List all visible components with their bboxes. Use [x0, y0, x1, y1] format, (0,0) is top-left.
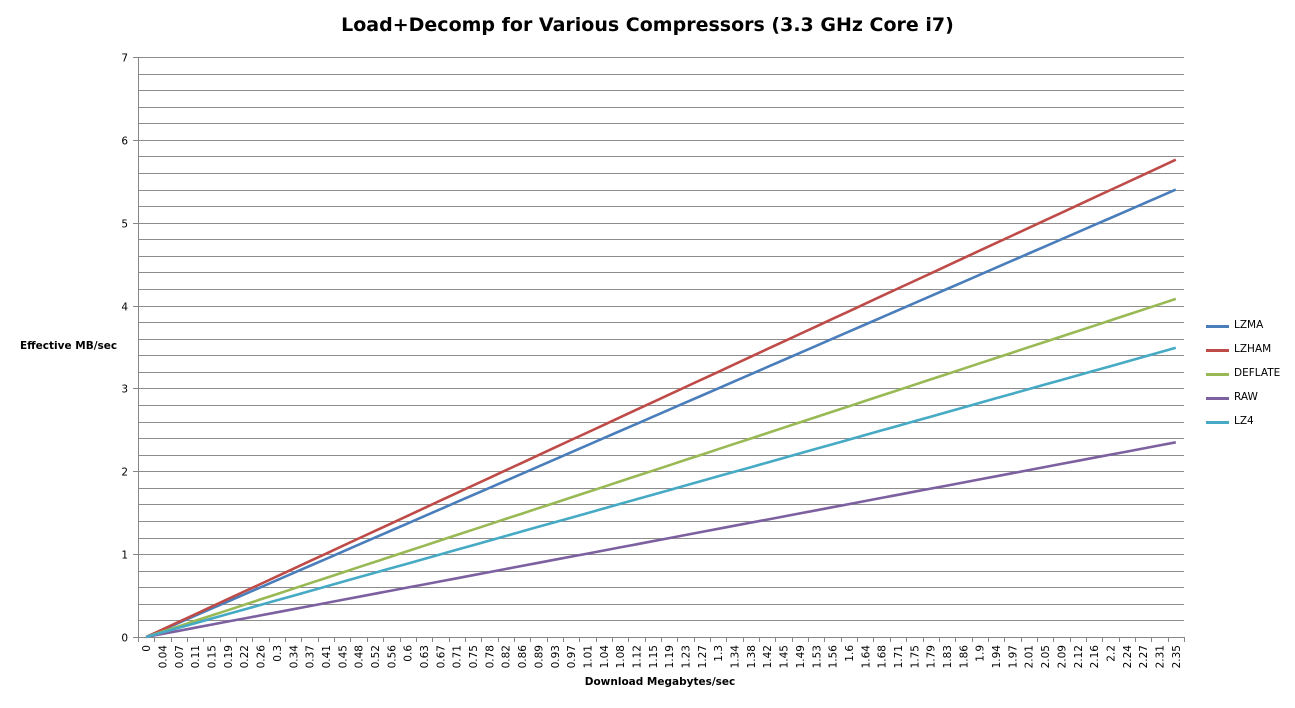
x-tick-label: 0.78	[484, 645, 496, 668]
x-tick-label: 1.45	[779, 645, 791, 668]
x-tick-label: 2.24	[1122, 645, 1134, 669]
x-tick-label: 1.08	[615, 645, 627, 668]
x-tick-label: 0.6	[403, 645, 415, 662]
x-tick-label: 0.22	[239, 645, 251, 668]
x-tick-label: 0.52	[370, 645, 382, 668]
x-tick-label: 0.07	[174, 645, 186, 668]
x-tick-label: 1.27	[697, 645, 709, 668]
legend-swatch	[1206, 325, 1229, 328]
legend-swatch	[1206, 373, 1229, 376]
x-tick-label: 0.75	[468, 645, 480, 668]
x-tick-label: 0.26	[256, 645, 268, 669]
x-tick-label: 0.93	[550, 645, 562, 668]
x-tick-label: 2.2	[1105, 645, 1117, 662]
legend-swatch	[1206, 397, 1229, 400]
legend-label: DEFLATE	[1234, 367, 1281, 379]
series-line-deflate	[145, 297, 1177, 639]
x-tick-label: 1.01	[582, 645, 594, 668]
x-tick-label: 2.27	[1138, 645, 1150, 668]
x-tick-label: 2.09	[1056, 645, 1068, 668]
x-tick-label: 2.35	[1171, 645, 1183, 668]
x-tick-label: 1.15	[648, 645, 660, 668]
x-tick-label: 2.12	[1073, 645, 1085, 668]
x-tick-label: 1.38	[746, 645, 758, 668]
legend-swatch	[1206, 421, 1229, 424]
x-tick-label: 0.41	[321, 645, 333, 668]
y-tick-label: 0	[121, 633, 128, 645]
x-tick-label: 1.97	[1007, 645, 1019, 668]
x-tick-label: 0.67	[435, 645, 447, 668]
x-tick-label: 0.3	[272, 645, 284, 662]
y-tick-label: 3	[121, 384, 128, 396]
x-tick-label: 0.34	[288, 645, 300, 669]
x-tick-label: 1.3	[713, 645, 725, 662]
x-tick-label: 1.56	[828, 645, 840, 669]
x-tick-label: 1.94	[991, 645, 1003, 669]
x-tick-label: 1.86	[958, 645, 970, 669]
x-tick-label: 1.71	[893, 645, 905, 668]
y-axis-label: Effective MB/sec	[20, 340, 118, 352]
x-tick-label: 1.23	[681, 645, 693, 668]
chart-title: Load+Decomp for Various Compressors (3.3…	[341, 14, 954, 36]
legend-swatch	[1206, 349, 1229, 352]
x-tick-label: 0.11	[190, 645, 202, 668]
x-tick-label: 0.19	[223, 645, 235, 668]
x-tick-label: 0.56	[386, 645, 398, 669]
y-tick-label: 1	[121, 550, 128, 562]
series-line-lzham	[145, 158, 1177, 639]
series-line-lz4	[145, 346, 1177, 639]
x-tick-label: 1.68	[877, 645, 889, 668]
x-tick-label: 1.9	[975, 645, 987, 662]
x-tick-label: 1.19	[664, 645, 676, 668]
x-tick-label: 1.75	[909, 645, 921, 668]
x-tick-label: 0.15	[207, 645, 219, 668]
legend-label: LZHAM	[1234, 343, 1272, 355]
x-tick-label: 0.82	[501, 645, 513, 668]
x-tick-label: 0.45	[337, 645, 349, 668]
x-tick-label: 1.34	[730, 645, 742, 669]
x-tick-label: 2.16	[1089, 645, 1101, 669]
x-tick-label: 1.49	[795, 645, 807, 668]
x-tick-label: 1.53	[811, 645, 823, 668]
x-tick-label: 1.83	[942, 645, 954, 668]
x-tick-label: 2.31	[1154, 645, 1166, 668]
x-tick-label: 0.37	[305, 645, 317, 668]
x-tick-label: 0.48	[354, 645, 366, 668]
x-tick-label: 2.01	[1024, 645, 1036, 668]
x-tick-label: 1.12	[631, 645, 643, 668]
x-tick-label: 0	[141, 645, 153, 652]
x-tick-label: 1.64	[860, 645, 872, 669]
y-tick-label: 5	[121, 219, 128, 231]
x-tick-label: 0.71	[452, 645, 464, 668]
y-tick-label: 6	[121, 136, 128, 148]
series-line-raw	[145, 441, 1177, 639]
series-line-lzma	[145, 188, 1177, 639]
x-tick-label: 0.86	[517, 645, 529, 669]
x-tick-label: 0.89	[533, 645, 545, 668]
x-tick-label: 1.04	[599, 645, 611, 669]
y-tick-label: 7	[121, 53, 128, 65]
x-tick-label: 0.63	[419, 645, 431, 668]
y-tick-label: 2	[121, 467, 128, 479]
x-tick-label: 0.97	[566, 645, 578, 668]
legend-label: LZMA	[1234, 319, 1264, 331]
x-axis-label: Download Megabytes/sec	[584, 676, 736, 688]
x-tick-label: 2.05	[1040, 645, 1052, 668]
x-tick-label: 0.04	[158, 645, 170, 669]
y-tick-label: 4	[121, 302, 128, 314]
legend-label: RAW	[1234, 391, 1258, 403]
x-tick-label: 1.6	[844, 645, 856, 662]
x-tick-label: 1.42	[762, 645, 774, 668]
x-tick-label: 1.79	[926, 645, 938, 668]
legend-label: LZ4	[1234, 415, 1254, 427]
